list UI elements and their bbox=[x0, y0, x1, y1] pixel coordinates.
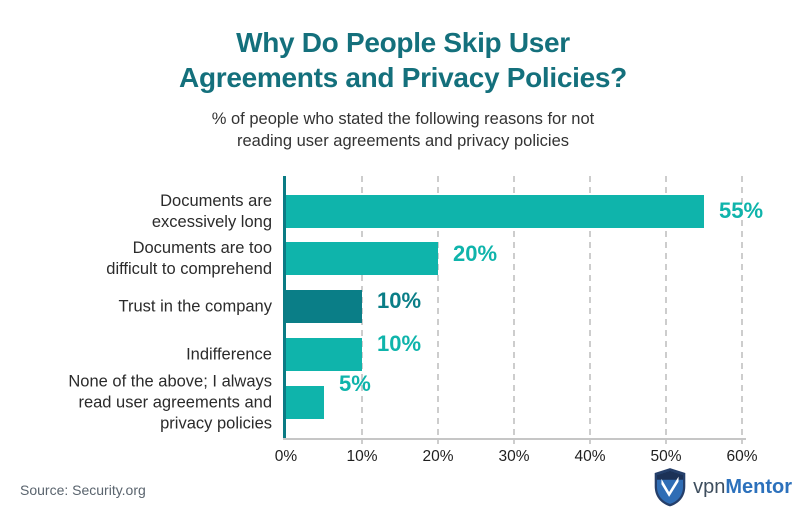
bar-none-of-above bbox=[286, 386, 324, 419]
bar-row: 10% bbox=[286, 288, 806, 323]
x-tick-label: 30% bbox=[498, 448, 530, 465]
value-label: 5% bbox=[339, 371, 371, 396]
bar-row: 10% bbox=[286, 331, 806, 371]
x-tick-label: 20% bbox=[422, 448, 454, 465]
category-label: Documents are excessively long bbox=[151, 192, 272, 231]
category-label: Documents are too difficult to comprehen… bbox=[106, 239, 272, 278]
bar-indifference bbox=[286, 338, 362, 371]
gridline-10pct bbox=[361, 176, 363, 444]
x-tick-label: 60% bbox=[726, 448, 758, 465]
value-label: 10% bbox=[377, 288, 422, 313]
x-tick-label: 50% bbox=[650, 448, 682, 465]
gridline-60pct bbox=[741, 176, 743, 444]
x-axis-line bbox=[283, 438, 746, 440]
bar-row: 5% bbox=[286, 371, 806, 419]
vpnmentor-wordmark: vpnMentor bbox=[693, 476, 792, 499]
x-tick-label: 10% bbox=[346, 448, 378, 465]
x-tick-label: 0% bbox=[274, 448, 298, 465]
y-axis-line bbox=[283, 176, 286, 440]
value-label: 10% bbox=[377, 331, 422, 356]
logo-mentor-text: Mentor bbox=[725, 475, 792, 498]
source-attribution: Source: Security.org bbox=[20, 482, 146, 498]
x-tick-label: 40% bbox=[574, 448, 606, 465]
chart-title: Why Do People Skip User Agreements and P… bbox=[179, 27, 627, 93]
bar-row: 55% bbox=[286, 195, 806, 228]
bar-documents-difficult bbox=[286, 242, 438, 275]
value-label: 20% bbox=[453, 241, 498, 266]
value-label: 55% bbox=[719, 198, 764, 223]
category-label: Indifference bbox=[186, 345, 272, 364]
logo-vpn-text: vpn bbox=[693, 475, 726, 498]
bar-trust-company bbox=[286, 290, 362, 323]
gridline-30pct bbox=[513, 176, 515, 444]
gridline-40pct bbox=[589, 176, 591, 444]
bar-row: 20% bbox=[286, 241, 806, 275]
gridline-50pct bbox=[665, 176, 667, 444]
gridline-20pct bbox=[437, 176, 439, 444]
category-label: None of the above; I always read user ag… bbox=[68, 372, 272, 433]
bar-documents-long bbox=[286, 195, 704, 228]
chart-subtitle: % of people who stated the following rea… bbox=[211, 110, 595, 151]
category-label: Trust in the company bbox=[118, 297, 272, 316]
vpnmentor-shield-icon bbox=[654, 468, 686, 507]
vpnmentor-logo: vpnMentor bbox=[652, 467, 792, 507]
